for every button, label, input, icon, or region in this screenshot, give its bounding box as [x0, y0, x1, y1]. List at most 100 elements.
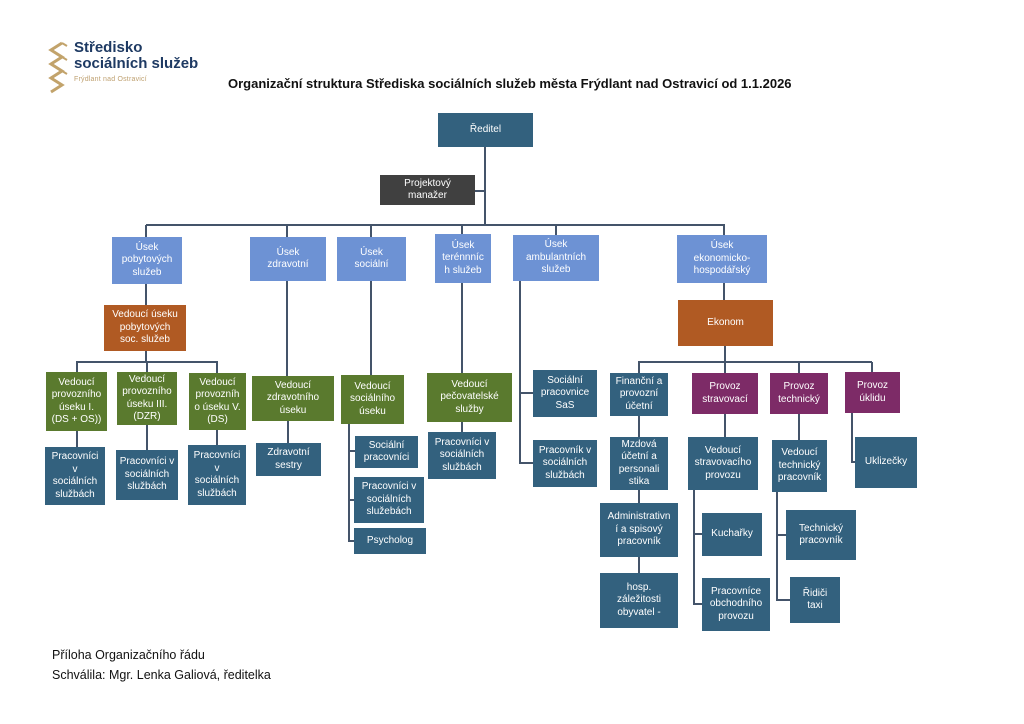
connector-line [76, 361, 218, 363]
org-node-pracovnici-ss-pecovatelska: Pracovníci v sociálních službách [428, 432, 496, 479]
org-node-vedouci-provozniho-useku-5: Vedoucí provozníh o úseku V. (DS) [189, 373, 246, 430]
connector-line [461, 225, 463, 234]
org-logo: Středisko sociálních služeb Frýdlant nad… [44, 40, 198, 96]
connector-line [798, 414, 800, 440]
connector-line [475, 190, 485, 192]
connector-line [776, 534, 786, 536]
connector-line [145, 284, 147, 305]
logo-name-line1: Středisko [74, 39, 143, 56]
connector-line [851, 413, 853, 462]
connector-line [145, 351, 147, 362]
connector-line [519, 281, 521, 464]
org-node-vedouci-pecovatelske-sluzby: Vedoucí pečovatelské služby [427, 373, 512, 422]
org-node-usek-ekonomicko-hospodarsky: Úsek ekonomicko- hospodářský [677, 235, 767, 283]
connector-line [638, 362, 640, 373]
logo-subtitle: Frýdlant nad Ostravicí [74, 75, 147, 83]
footer-line2: Schválila: Mgr. Lenka Galiová, ředitelka [52, 668, 271, 682]
org-node-administrativni-spisovy-pracovnik: Administrativn í a spisový pracovník [600, 503, 678, 557]
org-node-usek-socialni: Úsek sociální [337, 237, 406, 281]
org-node-reditel: Ředitel [438, 113, 533, 147]
org-node-pracovnici-ss-2: Pracovníci v sociálních službách [116, 450, 178, 500]
connector-line [724, 362, 726, 373]
org-node-vedouci-socialniho-useku: Vedoucí sociálního úseku [341, 375, 404, 424]
connector-line [519, 392, 533, 394]
org-node-provoz-technicky: Provoz technický [770, 373, 828, 414]
org-node-provoz-uklidu: Provoz úklidu [845, 372, 900, 413]
org-node-socialni-pracovnici: Sociální pracovníci [355, 436, 418, 468]
org-node-technicky-pracovnik: Technický pracovník [786, 510, 856, 560]
footer-line1: Příloha Organizačního řádu [52, 648, 205, 662]
org-node-uklizecky: Uklizečky [855, 437, 917, 488]
connector-line [76, 362, 78, 372]
org-node-zdravotni-sestry: Zdravotní sestry [256, 443, 321, 476]
org-node-vedouci-stravovaciho-provozu: Vedoucí stravovacího provozu [688, 437, 758, 490]
connector-line [216, 430, 218, 445]
org-node-pracovnici-ss-socialni: Pracovníci v sociálních služebách [354, 477, 424, 523]
org-node-usek-zdravotni: Úsek zdravotní [250, 237, 326, 281]
connector-line [519, 462, 533, 464]
connector-line [638, 557, 640, 573]
connector-line [693, 533, 702, 535]
connector-line [348, 499, 356, 501]
connector-line [287, 421, 289, 443]
connector-line [76, 431, 78, 447]
connector-line [146, 224, 725, 226]
connector-line [370, 281, 372, 375]
footer-note: Příloha Organizačního řádu Schválila: Mg… [52, 645, 271, 685]
connector-line [693, 490, 695, 604]
org-node-pracovnik-v-ss-ambulantni: Pracovník v sociálních službách [533, 440, 597, 487]
org-node-projektovy-manazer: Projektový manažer [380, 175, 475, 205]
connector-line [798, 362, 800, 373]
connector-line [555, 225, 557, 235]
org-node-vedouci-useku-pobytovych: Vedoucí úseku pobytových soc. služeb [104, 305, 186, 351]
org-node-financni-a-provozni-ucetni: Finanční a provozní účetní [610, 373, 668, 416]
connector-line [348, 540, 356, 542]
connector-line [693, 603, 702, 605]
connector-line [348, 450, 356, 452]
org-node-ridici-taxi: Řidiči taxi [790, 577, 840, 623]
org-node-vedouci-zdravotniho-useku: Vedoucí zdravotního úseku [252, 376, 334, 421]
connector-line [145, 225, 147, 237]
connector-line [723, 225, 725, 235]
org-node-pracovnici-ss-1: Pracovníci v sociálních službách [45, 447, 105, 505]
connector-line [724, 346, 726, 362]
connector-line [776, 599, 790, 601]
org-node-provoz-stravovaci: Provoz stravovací [692, 373, 758, 414]
page-title: Organizační struktura Střediska sociální… [228, 76, 792, 91]
connector-line [851, 461, 855, 463]
connector-line [286, 281, 288, 376]
connector-line [484, 147, 486, 225]
logo-name-line2: sociálních služeb [74, 54, 199, 72]
connector-line [348, 424, 350, 541]
connector-line [638, 490, 640, 503]
org-node-mzdova-ucetni-personalistika: Mzdová účetní a personali stika [610, 437, 668, 490]
connector-line [216, 362, 218, 373]
org-node-vedouci-technicky-pracovnik: Vedoucí technický pracovník [772, 440, 827, 492]
org-node-usek-terennich-sluzeb: Úsek terénnníc h služeb [435, 234, 491, 283]
connector-line [776, 492, 778, 600]
connector-line [871, 362, 873, 372]
connector-line [370, 225, 372, 237]
org-node-pracovnici-ss-3: Pracovníci v sociálních službách [188, 445, 246, 505]
connector-line [638, 416, 640, 437]
connector-line [638, 361, 872, 363]
org-node-usek-pobytovych-sluzeb: Úsek pobytových služeb [112, 237, 182, 284]
org-node-ekonom: Ekonom [678, 300, 773, 346]
org-node-pracovnice-obchodniho-provozu: Pracovníce obchodního provozu [702, 578, 770, 631]
org-node-usek-ambulantnich-sluzeb: Úsek ambulantních služeb [513, 235, 599, 281]
gold-vine-icon [48, 41, 68, 94]
connector-line [146, 425, 148, 450]
org-node-vedouci-provozniho-useku-1: Vedoucí provozního úseku I. (DS + OS)) [46, 372, 107, 431]
org-node-kucharky: Kuchařky [702, 513, 762, 556]
connector-line [724, 414, 726, 437]
connector-line [461, 283, 463, 373]
org-node-pracovnik-hosp-zalezitosti: hosp. záležitosti obyvatel - [600, 573, 678, 628]
connector-line [146, 362, 148, 372]
org-node-psycholog: Psycholog [354, 528, 426, 554]
connector-line [286, 225, 288, 237]
connector-line [723, 283, 725, 300]
org-node-vedouci-provozniho-useku-3: Vedoucí provozního úseku III. (DZR) [117, 372, 177, 425]
connector-line [461, 422, 463, 434]
org-node-socialni-pracovnice-sas: Sociální pracovnice SaS [533, 370, 597, 417]
